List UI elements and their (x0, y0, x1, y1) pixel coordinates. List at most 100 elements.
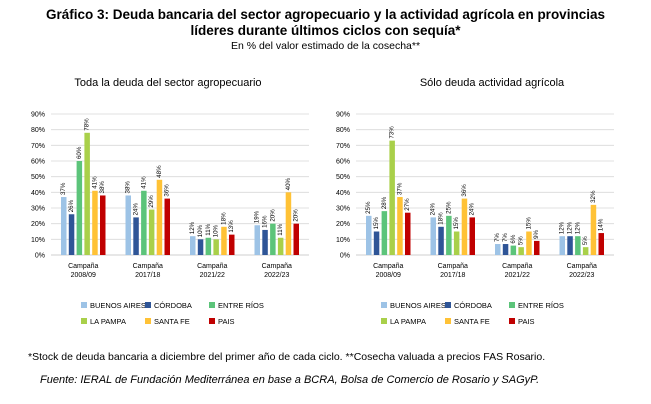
x-tick-label: 2021/22 (505, 272, 530, 279)
y-tick-label: 30% (31, 206, 45, 213)
data-label: 14% (598, 218, 605, 231)
legend-label: BUENOS AIRES (90, 301, 146, 310)
data-label: 18% (438, 212, 445, 225)
bar (92, 190, 98, 255)
y-tick-label: 0% (340, 253, 350, 260)
y-tick-label: 0% (35, 253, 45, 260)
bar (84, 132, 90, 255)
bar (270, 223, 276, 255)
bar (229, 234, 235, 255)
y-tick-label: 30% (336, 206, 350, 213)
bar (76, 161, 83, 255)
bar (133, 217, 139, 255)
legend-item: PAIS (509, 317, 535, 326)
bar (495, 244, 501, 255)
legend-swatch (209, 302, 215, 308)
data-label: 60% (76, 146, 83, 159)
y-tick-label: 90% (31, 112, 45, 119)
legend-swatch (145, 318, 151, 324)
source-note: Fuente: IERAL de Fundación Mediterránea … (40, 374, 540, 386)
bar (502, 244, 509, 255)
legend-swatch (509, 302, 515, 308)
bar (590, 204, 597, 255)
data-label: 15% (453, 217, 460, 230)
bar (567, 236, 573, 255)
x-tick-label: Campaña (68, 263, 98, 270)
x-tick-label: 2022/23 (569, 272, 594, 279)
y-tick-label: 80% (31, 127, 45, 134)
data-label: 26% (68, 199, 75, 212)
data-label: 11% (205, 223, 212, 235)
legend-label: BUENOS AIRES (390, 301, 446, 310)
y-tick-label: 50% (31, 174, 45, 181)
bar (397, 197, 403, 255)
legend-swatch (509, 318, 515, 324)
bar (205, 237, 212, 255)
legend-label: SANTA FE (454, 317, 490, 326)
bar (164, 198, 170, 255)
data-label: 24% (469, 203, 476, 216)
legend-item: LA PAMPA (381, 317, 426, 326)
legend-item: SANTA FE (445, 317, 490, 326)
x-tick-label: 2021/22 (200, 272, 225, 279)
page-title-line-1: Gráfico 3: Deuda bancaria del sector agr… (46, 7, 605, 22)
legend-item: ENTRE RÍOS (209, 301, 264, 310)
data-label: 36% (461, 184, 468, 197)
data-label: 28% (381, 196, 388, 209)
bar (68, 214, 75, 255)
data-label: 10% (213, 224, 220, 237)
bar (598, 233, 604, 255)
data-label: 9% (533, 229, 540, 238)
data-label: 10% (197, 224, 204, 237)
data-label: 78% (84, 118, 91, 131)
bar (526, 231, 532, 255)
bar (285, 192, 292, 255)
legend-label: SANTA FE (154, 317, 190, 326)
x-tick-label: Campaña (567, 263, 597, 270)
data-label: 40% (285, 177, 292, 190)
data-label: 12% (559, 221, 566, 234)
bar (405, 212, 411, 255)
data-label: 7% (502, 233, 509, 242)
legend-swatch (381, 318, 387, 324)
data-label: 73% (389, 126, 396, 139)
data-label: 25% (445, 201, 452, 214)
bar (293, 223, 299, 255)
chart-title: Toda la deuda del sector agropecuario (74, 77, 261, 89)
bar (262, 229, 268, 255)
data-label: 11% (277, 223, 284, 235)
x-tick-label: Campaña (197, 263, 227, 270)
x-tick-label: 2017/18 (135, 272, 160, 279)
chart-1: Toda la deuda del sector agropecuario 0% 1… (31, 77, 309, 326)
bar (190, 236, 196, 255)
data-label: 5% (518, 236, 525, 245)
legend-label: ENTRE RÍOS (518, 301, 564, 310)
y-tick-label: 60% (31, 159, 45, 166)
y-tick-label: 20% (336, 221, 350, 228)
legend-label: LA PAMPA (390, 317, 426, 326)
bar (148, 209, 155, 255)
bar (430, 217, 436, 255)
bar (156, 179, 163, 255)
x-tick-label: Campaña (438, 263, 468, 270)
data-label: 20% (293, 209, 300, 222)
data-label: 15% (525, 217, 532, 230)
bar (510, 245, 517, 255)
bar (559, 236, 565, 255)
charts-canvas: Toda la deuda del sector agropecuario 0% 1… (31, 77, 614, 326)
y-tick-label: 40% (336, 190, 350, 197)
data-label: 29% (148, 195, 155, 208)
data-label: 37% (396, 182, 403, 195)
legend-swatch (445, 302, 451, 308)
data-label: 48% (156, 165, 163, 178)
legend-item: PAIS (209, 317, 235, 326)
data-label: 38% (99, 181, 106, 194)
legend-label: CÓRDOBA (154, 301, 192, 310)
legend-swatch (145, 302, 151, 308)
data-label: 41% (140, 176, 147, 189)
y-tick-label: 90% (336, 112, 350, 119)
x-tick-label: 2008/09 (376, 272, 401, 279)
bar (366, 215, 372, 255)
bar (461, 198, 468, 255)
legend-swatch (381, 302, 387, 308)
